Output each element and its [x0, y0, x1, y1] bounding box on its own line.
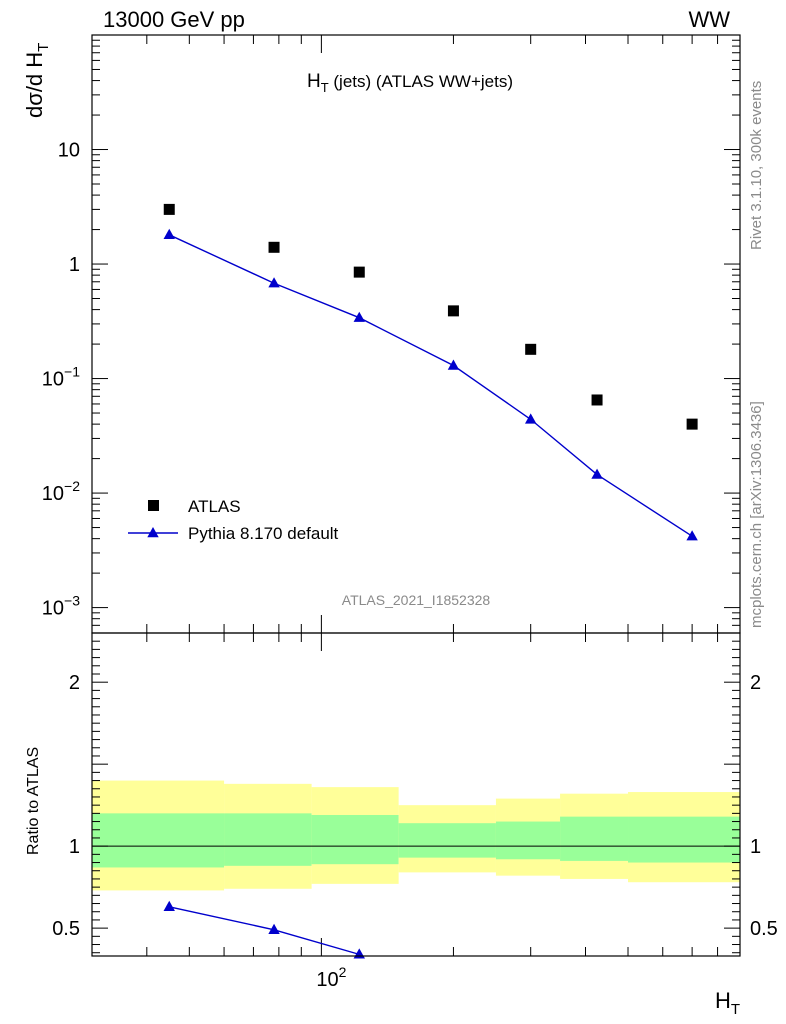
side-label-mcplots: mcplots.cern.ch [arXiv:1306.3436] [748, 401, 765, 628]
band-inner-bin [311, 814, 399, 865]
main-y-tick-label: 10 [58, 140, 80, 162]
atlas-point [591, 394, 603, 406]
main-y-tick-label: 10−3 [42, 593, 80, 620]
main-y-tick-label: 1 [69, 254, 80, 276]
pythia-point [591, 468, 603, 479]
ratio-y-tick-label-right: 2 [750, 672, 761, 694]
pythia-point [447, 359, 460, 370]
pythia-ratio-line [169, 906, 360, 956]
ratio-data-marks [163, 900, 365, 959]
analysis-id: ATLAS_2021_I1852328 [342, 592, 491, 608]
legend-atlas-marker [148, 500, 159, 511]
ratio-y-tick-label-right: 1 [750, 836, 761, 858]
pythia-point [686, 530, 698, 541]
pythia-point [353, 311, 365, 322]
legend-pythia-marker [147, 527, 159, 538]
main-data-marks [163, 203, 698, 541]
pythia-point [524, 413, 537, 424]
pythia-ratio-point [268, 923, 280, 934]
main-y-axis-label: dσ/d HT [22, 43, 52, 118]
legend-pythia-label: Pythia 8.170 default [188, 524, 339, 543]
pythia-point [268, 277, 280, 288]
band-inner-bin [560, 816, 629, 861]
atlas-point [447, 305, 459, 317]
x-tick-label: 102 [316, 964, 346, 991]
legend: ATLAS Pythia 8.170 default [128, 497, 339, 543]
ratio-y-tick-label-left: 2 [69, 672, 80, 694]
legend-atlas-label: ATLAS [188, 497, 241, 516]
atlas-point [353, 266, 365, 278]
main-title: HT (jets) (ATLAS WW+jets) [307, 71, 513, 95]
band-inner-bin [628, 816, 740, 863]
ratio-y-axis-label: Ratio to ATLAS [25, 747, 42, 855]
ratio-y-tick-label-right: 0.5 [750, 918, 778, 940]
band-inner-bin [495, 821, 561, 860]
atlas-point [163, 203, 175, 215]
header-left: 13000 GeV pp [103, 7, 245, 32]
atlas-point [525, 343, 537, 355]
main-y-tick-label: 10−1 [42, 364, 80, 391]
pythia-point [163, 228, 175, 240]
x-axis-label: HT [715, 988, 740, 1018]
atlas-point [268, 241, 280, 253]
ratio-y-tick-label-left: 0.5 [52, 918, 80, 940]
ratio-bands [92, 780, 740, 891]
main-frame [91, 34, 741, 634]
band-inner-bin [92, 813, 225, 868]
band-inner-bin [398, 823, 496, 858]
pythia-line [168, 234, 693, 537]
main-y-tick-label: 10−2 [42, 478, 80, 505]
ratio-y-tick-label-left: 1 [69, 836, 80, 858]
pythia-ratio-point [163, 900, 175, 912]
header-right: WW [688, 7, 730, 32]
ratio-frame [91, 632, 741, 957]
tick-labels: 10−3 10−2 10−1 1 10 102 0.5 0.5 1 1 2 2 [42, 140, 778, 991]
atlas-point [686, 418, 698, 430]
band-inner-bin [224, 813, 312, 866]
side-label-rivet: Rivet 3.1.10, 300k events [748, 81, 765, 250]
